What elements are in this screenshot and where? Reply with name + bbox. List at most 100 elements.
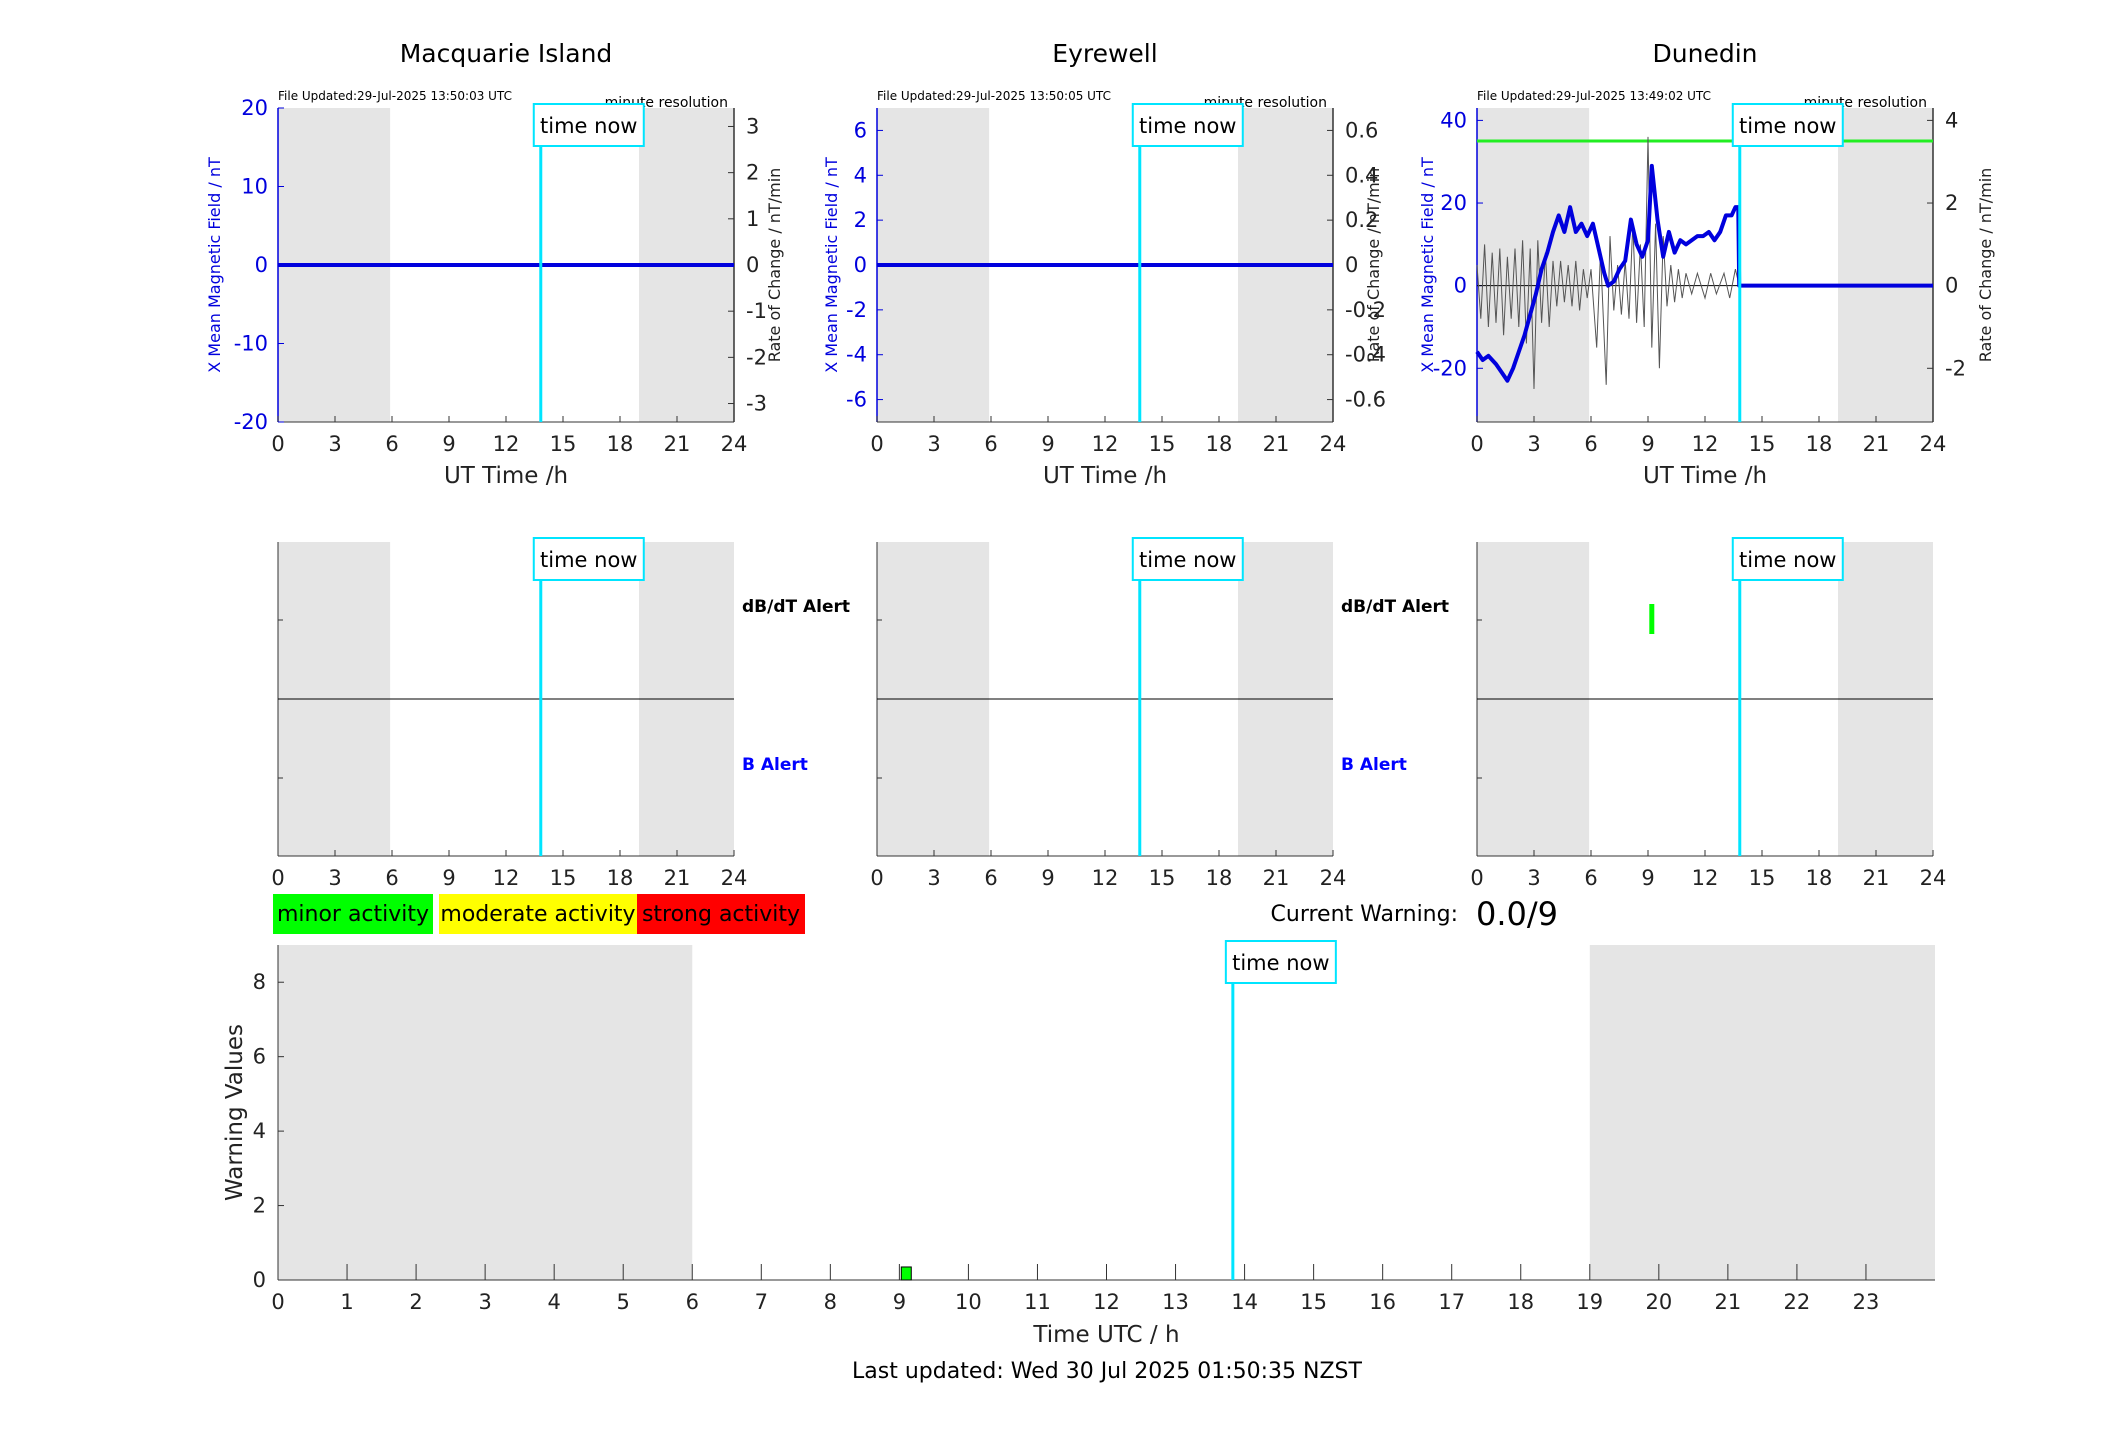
- x-tick-label: 15: [1300, 1290, 1327, 1314]
- y-tick-label: 6: [253, 1045, 266, 1069]
- x-tick-label: 15: [550, 866, 577, 890]
- y2-tick-label: 0.6: [1345, 118, 1378, 142]
- legend-moderate-swatch: [439, 894, 637, 934]
- left-axis-label: X Mean Magnetic Field / nT: [822, 157, 841, 373]
- y-tick-label: 40: [1440, 108, 1467, 132]
- y2-tick-label: 3: [746, 114, 759, 138]
- x-tick-label: 15: [1749, 866, 1776, 890]
- b-alert-label: B Alert: [742, 755, 808, 775]
- x-tick-label: 4: [547, 1290, 560, 1314]
- alert-panel-eyrewell: 0 3 6 9 12 15 18 21 24 dB/dT Alert B Alert time now: [870, 537, 1449, 890]
- y-tick-label: 4: [253, 1119, 266, 1143]
- x-tick-label: 9: [893, 1290, 906, 1314]
- right-axis-label: Rate of Change / nT/min: [765, 168, 784, 363]
- legend-strong-swatch: [637, 894, 805, 934]
- x-tick-label: 6: [385, 432, 398, 456]
- y-tick-label: 20: [241, 96, 268, 120]
- x-tick-label: 8: [824, 1290, 837, 1314]
- file-updated-label: File Updated:29-Jul-2025 13:49:02 UTC: [1477, 89, 1711, 103]
- x-tick-label: 0: [271, 1290, 284, 1314]
- warning-bar: [900, 1266, 912, 1281]
- time-now-box: [1731, 537, 1844, 581]
- time-now-label: time now: [1139, 114, 1236, 138]
- file-updated-label: File Updated:29-Jul-2025 13:50:05 UTC: [877, 89, 1111, 103]
- x-tick-label: 7: [755, 1290, 768, 1314]
- left-axis-label: X Mean Magnetic Field / nT: [1418, 157, 1437, 373]
- y-tick-label: 0: [253, 1268, 266, 1292]
- x-tick-label: 18: [1507, 1290, 1534, 1314]
- y-tick-label: -2: [846, 298, 867, 322]
- x-tick-label: 0: [1470, 432, 1483, 456]
- y-tick-label: 8: [253, 970, 266, 994]
- x-tick-label: 9: [1041, 432, 1054, 456]
- y2-tick-label: -0.6: [1345, 388, 1386, 412]
- x-axis-label: Time UTC / h: [1032, 1322, 1179, 1348]
- x-tick-label: 3: [328, 866, 341, 890]
- time-now-label: time now: [540, 548, 637, 572]
- x-tick-label: 16: [1369, 1290, 1396, 1314]
- x-tick-label: 22: [1784, 1290, 1811, 1314]
- x-tick-label: 0: [870, 866, 883, 890]
- x-tick-label: 12: [1092, 866, 1119, 890]
- left-axis-label: X Mean Magnetic Field / nT: [205, 157, 224, 373]
- y-axis-label: Warning Values: [222, 1024, 248, 1201]
- x-tick-label: 9: [1641, 866, 1654, 890]
- x-tick-label: 6: [984, 866, 997, 890]
- y-tick-label: 0: [255, 253, 268, 277]
- y-tick-label: 2: [253, 1194, 266, 1218]
- x-tick-label: 24: [721, 432, 748, 456]
- x-tick-label: 15: [1149, 866, 1176, 890]
- x-axis-label: UT Time /h: [1643, 463, 1767, 489]
- y-tick-label: 2: [854, 208, 867, 232]
- y2-tick-label: -0.2: [1345, 298, 1386, 322]
- time-now-box: [1224, 940, 1337, 984]
- y-tick-label: -6: [846, 388, 867, 412]
- dbdt-alert-label: dB/dT Alert: [742, 597, 850, 617]
- y-tick-label: 6: [854, 118, 867, 142]
- dbdt-alert-label: dB/dT Alert: [1341, 597, 1449, 617]
- station-title: Dunedin: [1653, 39, 1758, 68]
- x-tick-label: 21: [1263, 866, 1290, 890]
- night-shade: [278, 945, 693, 1280]
- y2-tick-label: 0: [746, 253, 759, 277]
- file-updated-label: File Updated:29-Jul-2025 13:50:03 UTC: [278, 89, 512, 103]
- x-tick-label: 6: [686, 1290, 699, 1314]
- station-panel-eyrewell: Eyrewell File Updated:29-Jul-2025 13:50:0…: [822, 39, 1386, 489]
- x-tick-label: 17: [1438, 1290, 1465, 1314]
- x-tick-label: 21: [1863, 866, 1890, 890]
- x-axis-label: UT Time /h: [444, 463, 568, 489]
- time-now-box: [1131, 103, 1244, 147]
- station-title: Eyrewell: [1052, 39, 1157, 68]
- x-tick-label: 21: [664, 432, 691, 456]
- y2-tick-label: -0.4: [1345, 343, 1386, 367]
- x-tick-label: 13: [1162, 1290, 1189, 1314]
- y2-tick-label: 2: [1945, 191, 1958, 215]
- y2-tick-label: -3: [746, 392, 767, 416]
- legend-strong-label: strong activity: [642, 902, 800, 927]
- x-tick-label: 12: [1692, 432, 1719, 456]
- y-tick-label: 0: [1454, 274, 1467, 298]
- y2-tick-label: 0.4: [1345, 163, 1378, 187]
- y2-tick-label: -2: [746, 345, 767, 369]
- current-warning-label: Current Warning:: [1271, 902, 1458, 927]
- b-alert-label: B Alert: [1341, 755, 1407, 775]
- time-now-label: time now: [1232, 951, 1329, 975]
- station-panel-dunedin: Dunedin File Updated:29-Jul-2025 13:49:02…: [1418, 39, 1995, 489]
- x-tick-label: 11: [1024, 1290, 1051, 1314]
- x-tick-label: 9: [442, 866, 455, 890]
- x-tick-label: 10: [955, 1290, 982, 1314]
- time-now-box: [1731, 103, 1844, 147]
- x-tick-label: 24: [1320, 432, 1347, 456]
- right-axis-label: Rate of Change / nT/min: [1976, 168, 1995, 363]
- x-tick-label: 24: [1920, 866, 1947, 890]
- x-tick-label: 24: [1920, 432, 1947, 456]
- x-tick-label: 3: [478, 1290, 491, 1314]
- y2-tick-label: 0.2: [1345, 208, 1378, 232]
- x-tick-label: 3: [927, 432, 940, 456]
- legend-minor-swatch: [273, 894, 433, 934]
- x-tick-label: 9: [1041, 866, 1054, 890]
- y-tick-label: 20: [1440, 191, 1467, 215]
- activity-legend: minor activity moderate activity strong …: [273, 894, 805, 934]
- legend-minor-label: minor activity: [277, 902, 429, 927]
- night-shade: [1477, 108, 1590, 422]
